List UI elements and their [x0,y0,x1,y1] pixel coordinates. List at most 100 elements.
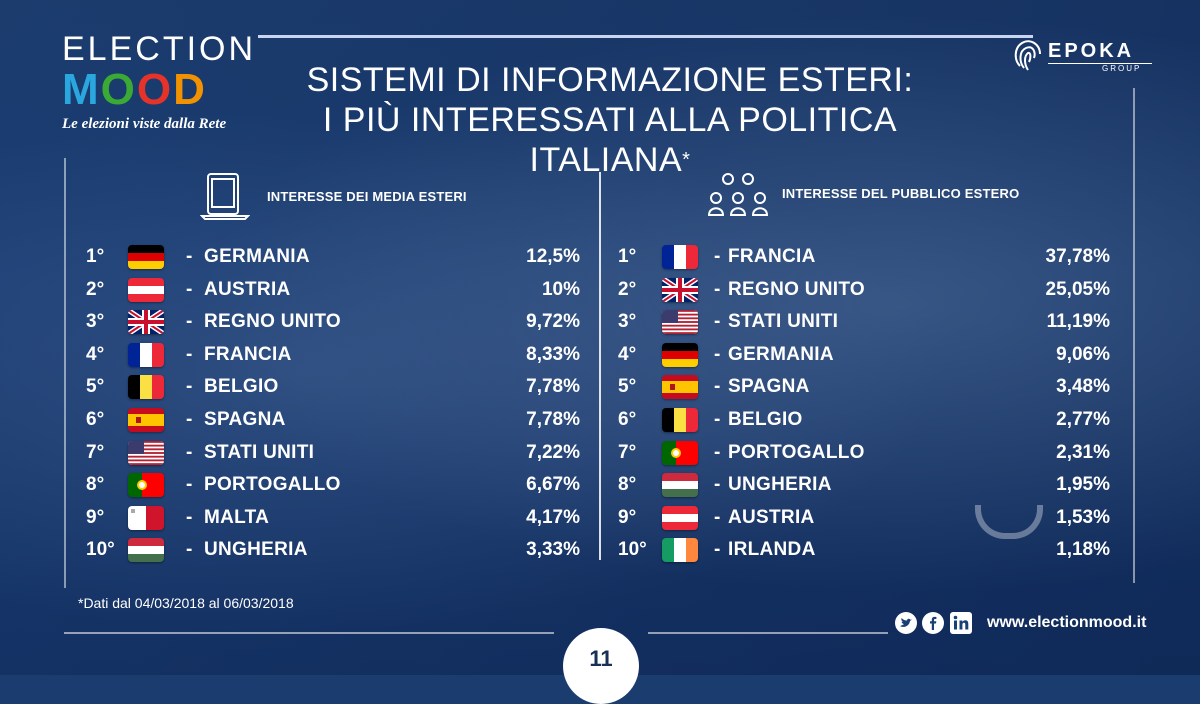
title-asterisk: * [682,149,691,171]
rank-number: 1° [618,246,637,267]
right-rank-row: 3° - STATI UNITI 11,19% [618,308,1110,336]
country-name: FRANCIA [204,343,292,365]
flag-hu-icon [128,538,164,563]
flag-gb-icon [662,277,698,302]
frame-line-bottom-left [64,632,554,634]
country-name: AUSTRIA [204,278,291,300]
separator-dash: - [186,474,193,496]
tablet-laptop-icon [200,173,250,220]
logo-letter-m: M [62,65,101,114]
rank-number: 8° [618,474,637,496]
separator-dash: - [186,376,193,398]
country-name: SPAGNA [728,376,810,398]
frame-line-top [258,35,1033,38]
separator-dash: - [714,539,721,561]
percentage-value: 9,06% [1056,343,1110,365]
separator-dash: - [714,311,721,333]
title-line-1: SISTEMI DI INFORMAZIONE ESTERI: [306,61,914,99]
rank-number: 9° [86,506,105,528]
rank-number: 5° [86,376,105,398]
right-rank-row: 2° - REGNO UNITO 25,05% [618,276,1110,304]
fingerprint-icon [1014,40,1041,71]
percentage-value: 8,33% [526,343,580,365]
percentage-value: 10% [541,278,580,300]
logo-letter-d: D [173,65,207,114]
election-mood-logo: ELECTION MOOD Le elezioni viste dalla Re… [62,30,257,133]
country-name: STATI UNITI [728,311,839,333]
percentage-value: 7,22% [526,441,580,463]
rank-number: 3° [86,311,105,333]
linkedin-icon[interactable] [950,612,972,634]
percentage-value: 2,77% [1056,409,1110,430]
right-rank-row: 4° - GERMANIA 9,06% [618,341,1110,369]
separator-dash: - [186,409,193,430]
rank-number: 7° [618,441,637,463]
country-name: REGNO UNITO [204,311,342,333]
frame-line-right [1133,88,1135,583]
flag-es-icon [662,375,698,400]
people-group-icon [708,173,768,216]
country-name: BELGIO [728,409,803,430]
percentage-value: 1,18% [1056,539,1110,561]
right-rank-row: 10° - IRLANDA 1,18% [618,536,1110,564]
percentage-value: 3,33% [526,539,580,561]
rank-number: 8° [86,474,105,496]
flag-pt-icon [128,473,164,498]
country-name: MALTA [204,506,270,528]
separator-dash: - [714,441,721,463]
percentage-value: 4,17% [526,506,580,528]
facebook-icon[interactable] [922,612,944,634]
rank-number: 3° [618,311,637,333]
country-name: AUSTRIA [728,506,815,528]
logo-election-text: ELECTION [62,30,257,68]
country-name: GERMANIA [204,246,310,267]
percentage-value: 7,78% [526,376,580,398]
percentage-value: 25,05% [1045,278,1110,300]
percentage-value: 3,48% [1056,376,1110,398]
percentage-value: 1,53% [1056,506,1110,528]
flag-us-icon [128,440,164,465]
country-name: SPAGNA [204,409,286,430]
page-title: SISTEMI DI INFORMAZIONE ESTERI: I PIÙ IN… [290,60,930,180]
flag-de-icon [128,245,164,269]
rank-number: 4° [618,343,637,365]
right-rank-row: 6° - BELGIO 2,77% [618,406,1110,434]
rank-number: 2° [86,278,105,300]
left-rank-row: 8° - PORTOGALLO 6,67% [86,471,580,499]
percentage-value: 9,72% [526,311,580,333]
separator-dash: - [186,343,193,365]
percentage-value: 6,67% [526,474,580,496]
twitter-icon[interactable] [895,612,917,634]
country-name: GERMANIA [728,343,834,365]
left-rank-row: 9° - MALTA 4,17% [86,504,580,532]
country-name: PORTOGALLO [728,441,865,463]
right-rank-row: 7° - PORTOGALLO 2,31% [618,439,1110,467]
flag-at-icon [128,277,164,302]
rank-number: 7° [86,441,105,463]
right-rank-row: 5° - SPAGNA 3,48% [618,373,1110,401]
separator-dash: - [714,246,721,267]
left-section-heading: INTERESSE DEI MEDIA ESTERI [267,189,467,204]
percentage-value: 37,78% [1045,246,1110,267]
separator-dash: - [186,539,193,561]
country-name: UNGHERIA [728,474,832,496]
flag-hu-icon [662,473,698,498]
logo-mood-text: MOOD [62,66,252,114]
country-name: FRANCIA [728,246,816,267]
flag-us-icon [662,310,698,335]
percentage-value: 12,5% [526,246,580,267]
separator-dash: - [186,311,193,333]
separator-dash: - [186,246,193,267]
country-name: BELGIO [204,376,279,398]
epoka-underline [1048,63,1152,64]
flag-ie-icon [662,538,698,563]
website-link[interactable]: www.electionmood.it [987,614,1147,631]
frame-line-left [64,158,66,588]
right-rank-row: 8° - UNGHERIA 1,95% [618,471,1110,499]
left-rank-row: 1° - GERMANIA 12,5% [86,243,580,271]
flag-be-icon [128,375,164,400]
title-line-2: I PIÙ INTERESSATI ALLA POLITICA ITALIANA… [290,100,930,180]
country-name: REGNO UNITO [728,278,866,300]
flag-be-icon [662,408,698,432]
rank-number: 5° [618,376,637,398]
